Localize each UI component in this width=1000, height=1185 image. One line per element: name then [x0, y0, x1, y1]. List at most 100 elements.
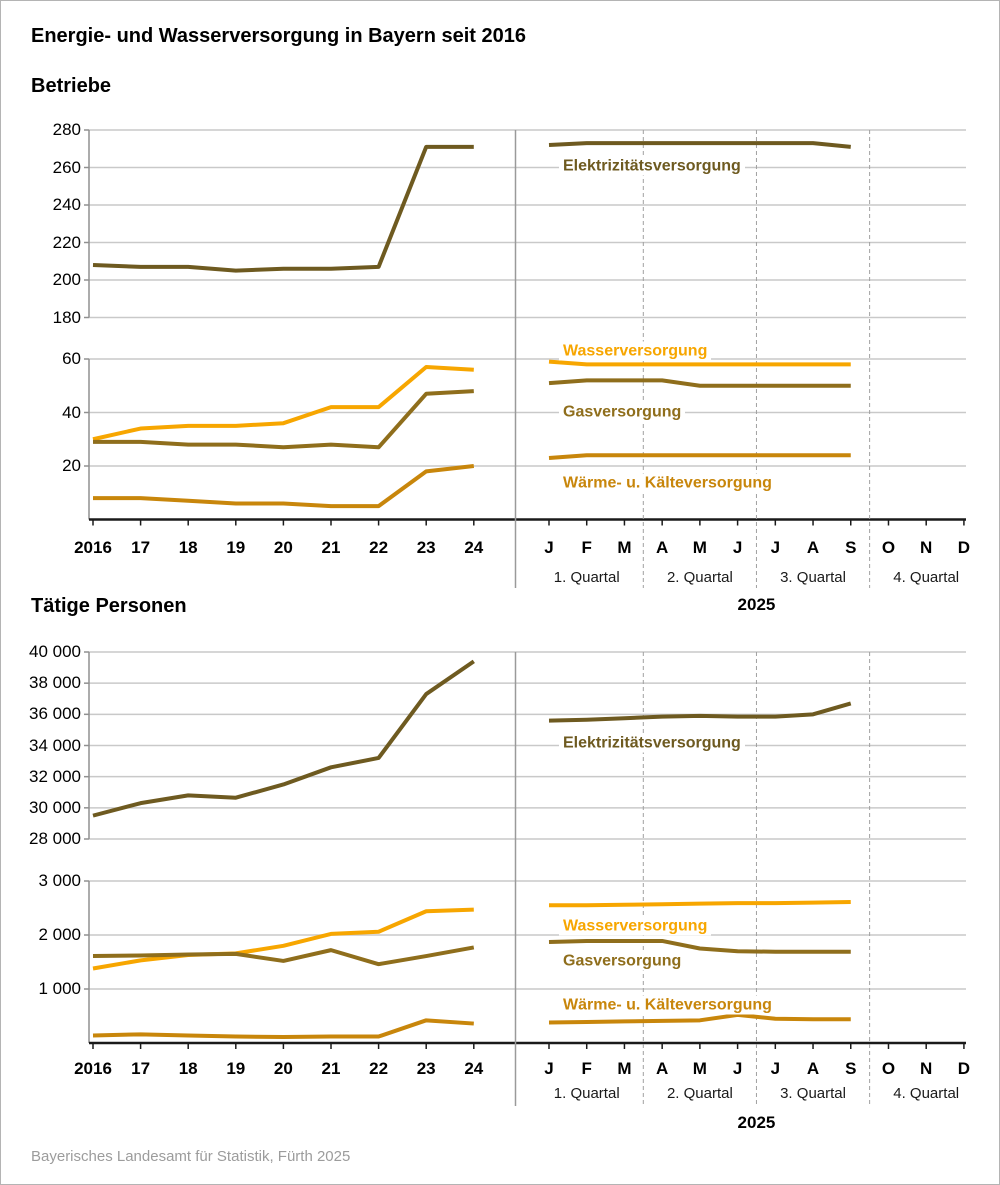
page-title: Energie- und Wasserversorgung in Bayern … [31, 25, 526, 47]
series-line-monthly-waerme [548, 453, 851, 460]
series-label-elektrizitaet: Elektrizitätsversorgung [559, 733, 745, 753]
quarter-label: 2. Quartal [666, 569, 733, 586]
series-line-monthly-elektrizitaet [548, 701, 852, 723]
y-tick-label: 20 [62, 456, 81, 475]
series-line-annual-waerme [93, 464, 475, 509]
year-label: 24 [464, 1059, 484, 1078]
series-line-monthly-elektrizitaet [548, 141, 851, 149]
month-label: N [920, 538, 933, 557]
month-label: F [581, 1059, 592, 1078]
series-line-monthly-waerme [548, 1012, 851, 1025]
series-line-monthly-gas [548, 938, 851, 954]
month-label: J [544, 538, 554, 557]
y-tick-label: 60 [62, 349, 81, 368]
series-line-annual-waerme [92, 1018, 474, 1040]
y-tick-label: 1 000 [38, 979, 81, 998]
series-label-gas: Gasversorgung [559, 951, 686, 971]
y-tick-label: 3 000 [38, 871, 81, 890]
month-label: O [881, 1059, 896, 1078]
quarter-label: 1. Quartal [553, 1085, 620, 1102]
month-label: S [845, 1059, 857, 1078]
y-tick-label: 180 [52, 307, 81, 327]
year-label: 21 [321, 538, 341, 557]
y-tick-label: 36 000 [29, 704, 81, 724]
series-line-monthly-gas [548, 378, 851, 388]
month-label: D [957, 1059, 971, 1078]
quarter-label: 3. Quartal [780, 569, 846, 586]
month-label: M [617, 1059, 632, 1078]
monthly-year-label: 2025 [737, 1113, 776, 1132]
y-tick-label: 280 [52, 120, 81, 139]
month-label: M [692, 538, 707, 557]
y-tick-label: 240 [52, 195, 81, 214]
y-tick-label: 2 000 [38, 925, 81, 944]
section-heading-taetige-personen: Tätige Personen [31, 595, 187, 617]
quarter-label: 4. Quartal [893, 1085, 960, 1102]
month-label: A [656, 1059, 669, 1078]
series-line-annual-elektrizitaet [92, 144, 474, 273]
y-tick-label: 40 000 [29, 642, 81, 661]
y-tick-label: 34 000 [29, 735, 81, 755]
series-line-monthly-wasser [548, 359, 851, 367]
section-heading-betriebe: Betriebe [31, 75, 112, 97]
y-tick-label: 220 [52, 232, 81, 252]
series-line-annual-wasser [92, 365, 474, 442]
source-credit: Bayerisches Landesamt für Statistik, Für… [31, 1148, 351, 1165]
month-label: M [617, 538, 632, 557]
month-label: A [806, 538, 820, 557]
year-label: 19 [226, 1059, 246, 1078]
series-label-wasser: Wasserversorgung [559, 341, 712, 361]
quarter-label: 2. Quartal [666, 1085, 733, 1102]
series-label-elektrizitaet: Elektrizitätsversorgung [559, 156, 745, 176]
year-label: 20 [273, 1059, 293, 1078]
y-tick-label: 200 [52, 270, 81, 289]
quarter-label: 3. Quartal [780, 1085, 846, 1102]
series-label-waerme: Wärme- u. Kälteversorgung [559, 995, 776, 1015]
year-label: 22 [369, 538, 389, 557]
month-label: J [770, 538, 781, 557]
year-label: 17 [131, 1059, 151, 1078]
year-label: 17 [131, 538, 151, 557]
year-label: 2016 [74, 1059, 112, 1078]
month-label: J [732, 538, 743, 557]
series-line-annual-elektrizitaet [92, 659, 475, 818]
series-label-gas: Gasversorgung [559, 402, 686, 422]
y-tick-label: 32 000 [29, 766, 81, 786]
month-label: J [732, 1059, 743, 1078]
series-line-annual-gas [93, 389, 474, 450]
month-label: J [770, 1059, 781, 1078]
series-line-monthly-wasser [549, 900, 851, 908]
month-label: M [692, 1059, 707, 1078]
year-label: 22 [369, 1059, 389, 1078]
year-label: 2016 [74, 538, 112, 557]
year-label: 24 [464, 538, 484, 557]
y-tick-label: 28 000 [29, 829, 81, 848]
month-label: A [656, 538, 669, 557]
series-line-annual-wasser [92, 907, 474, 971]
year-label: 20 [273, 538, 293, 557]
year-label: 21 [321, 1059, 341, 1078]
year-label: 23 [416, 1059, 436, 1078]
year-label: 19 [226, 538, 246, 557]
y-tick-label: 30 000 [29, 797, 81, 817]
series-label-waerme: Wärme- u. Kälteversorgung [559, 473, 776, 493]
month-label: S [845, 538, 857, 557]
month-label: A [806, 1059, 820, 1078]
series-line-annual-gas [92, 945, 475, 967]
month-label: J [544, 1059, 554, 1078]
month-label: D [957, 538, 971, 557]
y-tick-label: 38 000 [29, 673, 81, 693]
monthly-year-label: 2025 [737, 595, 776, 614]
y-tick-label: 40 [62, 402, 81, 422]
year-label: 18 [178, 1059, 198, 1078]
y-tick-label: 260 [52, 157, 81, 177]
year-label: 23 [416, 538, 436, 557]
quarter-label: 1. Quartal [553, 569, 620, 586]
month-label: F [581, 538, 592, 557]
month-label: N [920, 1059, 933, 1078]
quarter-label: 4. Quartal [893, 569, 960, 586]
year-label: 18 [178, 538, 198, 557]
series-label-wasser: Wasserversorgung [559, 916, 712, 936]
